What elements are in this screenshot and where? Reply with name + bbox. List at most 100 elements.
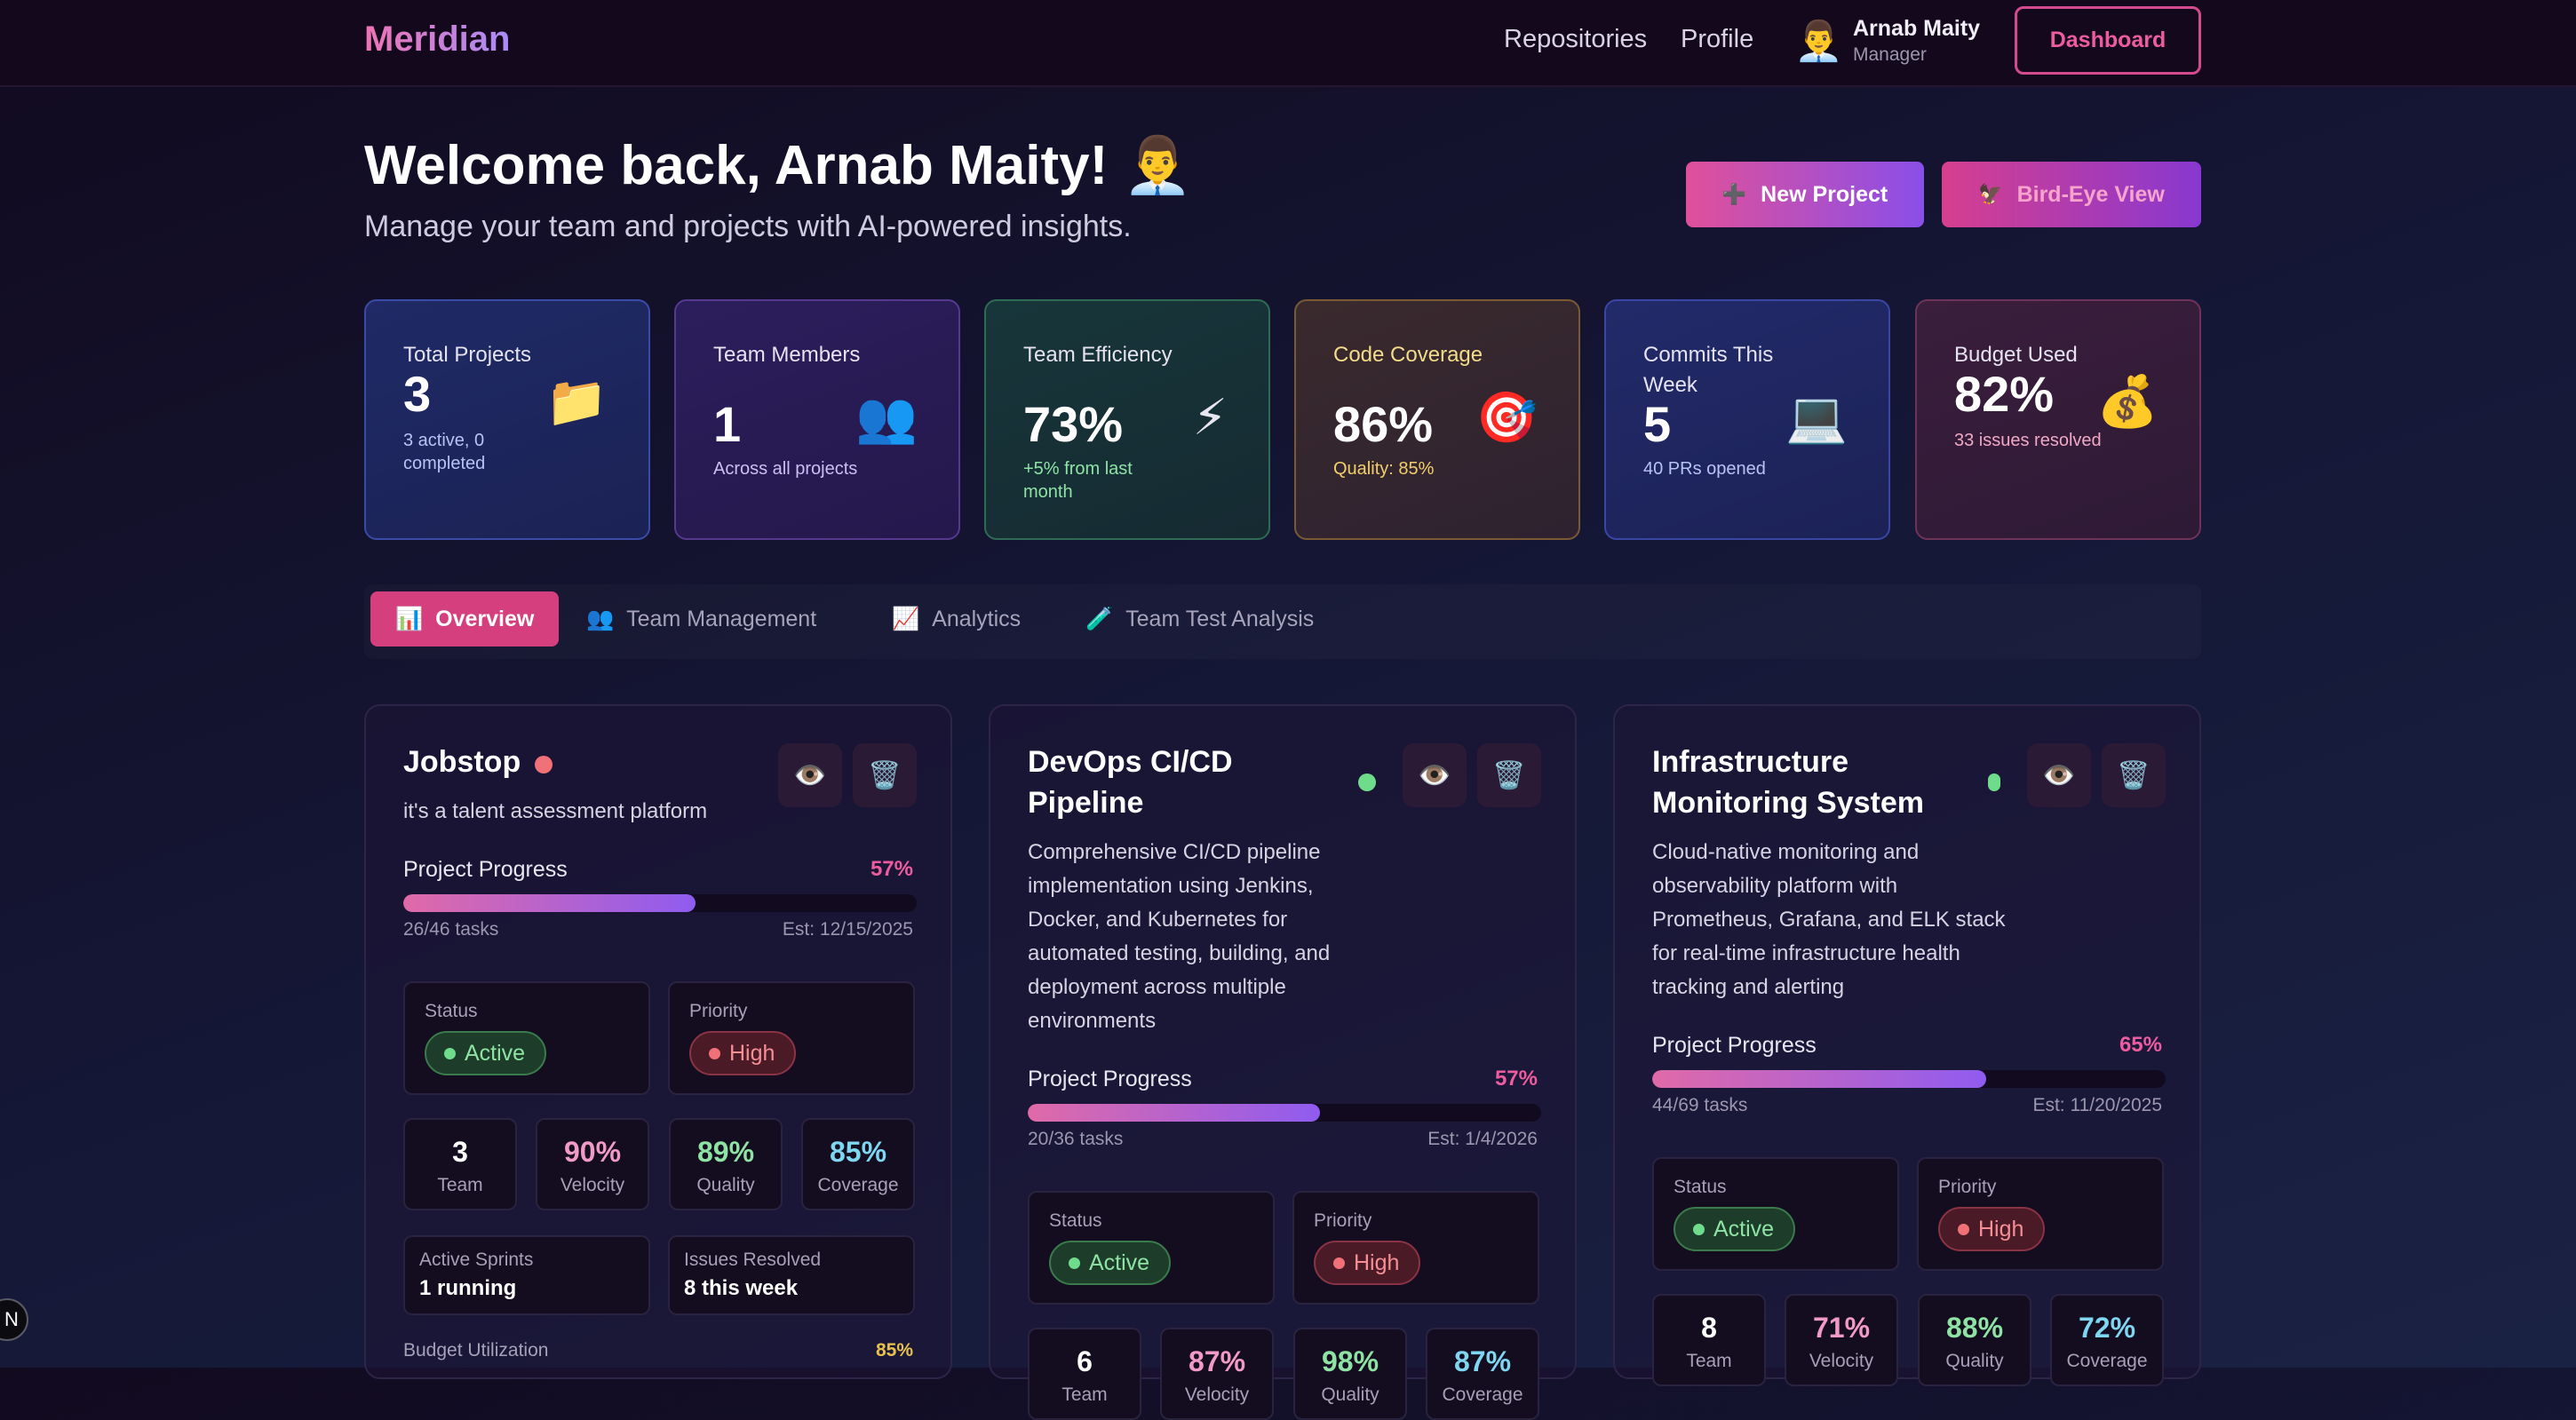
metric-velocity: 71% Velocity — [1785, 1294, 1898, 1386]
progress-percent: 57% — [1494, 1067, 1538, 1091]
trend-icon: 📈 — [892, 606, 920, 631]
progress-label: Project Progress — [1028, 1067, 1192, 1091]
stat-sub: Quality: 85% — [1333, 459, 1435, 479]
stat-card-budget: Budget Used 82% 33 issues resolved 💰 — [1915, 299, 2201, 540]
project-card-devops[interactable]: DevOps CI/CD Pipeline 👁️ 🗑️ Comprehensiv… — [989, 704, 1577, 1420]
stat-card-commits: Commits This Week 5 40 PRs opened 💻 — [1604, 299, 1890, 540]
status-label: Status — [1049, 1210, 1102, 1231]
metric-team: 6 Team — [1028, 1328, 1141, 1420]
status-dot — [444, 1047, 456, 1059]
status-badge: Active — [1674, 1207, 1796, 1251]
metric-velocity: 90% Velocity — [536, 1118, 649, 1210]
priority-dot — [1958, 1223, 1969, 1235]
metric-value: 89% — [696, 1136, 755, 1168]
issues-label: Issues Resolved — [684, 1249, 822, 1270]
status-value: Active — [1713, 1216, 1775, 1242]
status-box: Status Active — [403, 981, 650, 1095]
metric-label: Coverage — [2066, 1351, 2148, 1371]
bird-eye-view-button[interactable]: 🦅 Bird-Eye View — [1942, 162, 2201, 227]
metric-quality: 89% Quality — [669, 1118, 783, 1210]
project-card-infrastructure[interactable]: Infrastructure Monitoring System 👁️ 🗑️ C… — [1613, 704, 2201, 1386]
progress-bar — [403, 894, 917, 912]
tab-label: Team Test Analysis — [1125, 606, 1315, 631]
metric-label: Team — [1061, 1384, 1108, 1405]
status-badge: Active — [1049, 1241, 1172, 1285]
status-dot — [1358, 773, 1376, 791]
stat-sub: +5% from last month — [1023, 459, 1133, 502]
stat-value: 3 — [403, 366, 432, 422]
new-project-button[interactable]: ➕ New Project — [1686, 162, 1924, 227]
metric-quality: 98% Quality — [1293, 1328, 1407, 1420]
progress-bar — [1028, 1104, 1541, 1122]
nav-profile[interactable]: Profile — [1681, 25, 1754, 53]
stat-value: 82% — [1954, 366, 2055, 422]
metric-label: Velocity — [560, 1175, 625, 1195]
metric-value: 98% — [1321, 1345, 1379, 1377]
tab-label: Analytics — [932, 606, 1022, 631]
status-label: Status — [425, 1001, 478, 1021]
progress-bar — [1652, 1070, 2166, 1088]
page-title: Welcome back, Arnab Maity! 👨‍💼 — [364, 135, 1192, 196]
estimate-date: Est: 1/4/2026 — [1427, 1129, 1538, 1149]
tab-label: Team Management — [626, 606, 817, 631]
project-description: it's a talent assessment platform — [403, 799, 708, 823]
view-button[interactable]: 👁️ — [778, 743, 842, 807]
view-button[interactable]: 👁️ — [2027, 743, 2091, 807]
metric-velocity: 87% Velocity — [1160, 1328, 1274, 1420]
user-avatar[interactable]: 👨‍💼 — [1794, 20, 1843, 63]
trash-icon: 🗑️ — [1492, 760, 1526, 790]
priority-label: Priority — [1314, 1210, 1372, 1231]
metric-label: Coverage — [817, 1175, 899, 1195]
progress-label: Project Progress — [403, 857, 568, 882]
task-count: 44/69 tasks — [1652, 1095, 1748, 1115]
nav-repositories[interactable]: Repositories — [1504, 25, 1648, 53]
progress-percent: 65% — [2119, 1033, 2162, 1057]
framework-badge[interactable]: N — [0, 1298, 28, 1341]
priority-badge: High — [1314, 1241, 1421, 1285]
stat-value: 1 — [713, 396, 742, 452]
status-value: Active — [465, 1040, 526, 1066]
stat-label: Total Projects — [403, 343, 532, 367]
laptop-icon: 💻 — [1785, 389, 1848, 445]
metric-value: 71% — [1812, 1312, 1871, 1344]
team-icon: 👥 — [855, 389, 918, 445]
metric-label: Quality — [1945, 1351, 2004, 1371]
issues-value: 8 this week — [684, 1276, 799, 1300]
budget-percent: 85% — [875, 1340, 913, 1361]
metric-label: Velocity — [1809, 1351, 1874, 1371]
dashboard-button[interactable]: Dashboard — [2015, 6, 2201, 75]
stat-value: 73% — [1023, 396, 1124, 452]
task-count: 20/36 tasks — [1028, 1129, 1124, 1149]
tab-team-management[interactable]: 👥 Team Management — [561, 591, 841, 647]
stat-card-team-efficiency: Team Efficiency 73% +5% from last month … — [984, 299, 1270, 540]
status-dot — [1988, 773, 2000, 791]
status-value: Active — [1089, 1249, 1150, 1275]
progress-fill — [1652, 1070, 1986, 1088]
stat-label: Code Coverage — [1333, 343, 1483, 367]
metric-team: 3 Team — [403, 1118, 517, 1210]
tab-team-test-analysis[interactable]: 🧪 Team Test Analysis — [1061, 591, 1339, 647]
metric-label: Team — [437, 1175, 483, 1195]
stat-sub: 33 issues resolved — [1954, 431, 2102, 450]
project-card-jobstop[interactable]: Jobstop 👁️ 🗑️ it's a talent assessment p… — [364, 704, 952, 1379]
status-dot — [1069, 1257, 1080, 1269]
metric-value: 3 — [452, 1136, 468, 1168]
eye-icon: 👁️ — [793, 760, 827, 790]
delete-button[interactable]: 🗑️ — [1477, 743, 1541, 807]
tab-overview[interactable]: 📊 Overview — [370, 591, 560, 647]
tab-analytics[interactable]: 📈 Analytics — [867, 591, 1046, 647]
stat-value: 5 — [1643, 396, 1672, 452]
bird-eye-view-label: Bird-Eye View — [2016, 181, 2165, 207]
priority-value: High — [1354, 1249, 1400, 1275]
metric-label: Velocity — [1184, 1384, 1250, 1405]
priority-box: Priority High — [1292, 1191, 1539, 1305]
progress-fill — [403, 894, 696, 912]
delete-button[interactable]: 🗑️ — [2102, 743, 2166, 807]
delete-button[interactable]: 🗑️ — [853, 743, 917, 807]
view-button[interactable]: 👁️ — [1403, 743, 1467, 807]
project-title: Jobstop — [403, 745, 521, 779]
brand-logo[interactable]: Meridian — [364, 20, 511, 59]
trash-icon: 🗑️ — [2117, 760, 2151, 790]
tab-label: Overview — [435, 606, 535, 631]
sprints-label: Active Sprints — [419, 1249, 534, 1270]
